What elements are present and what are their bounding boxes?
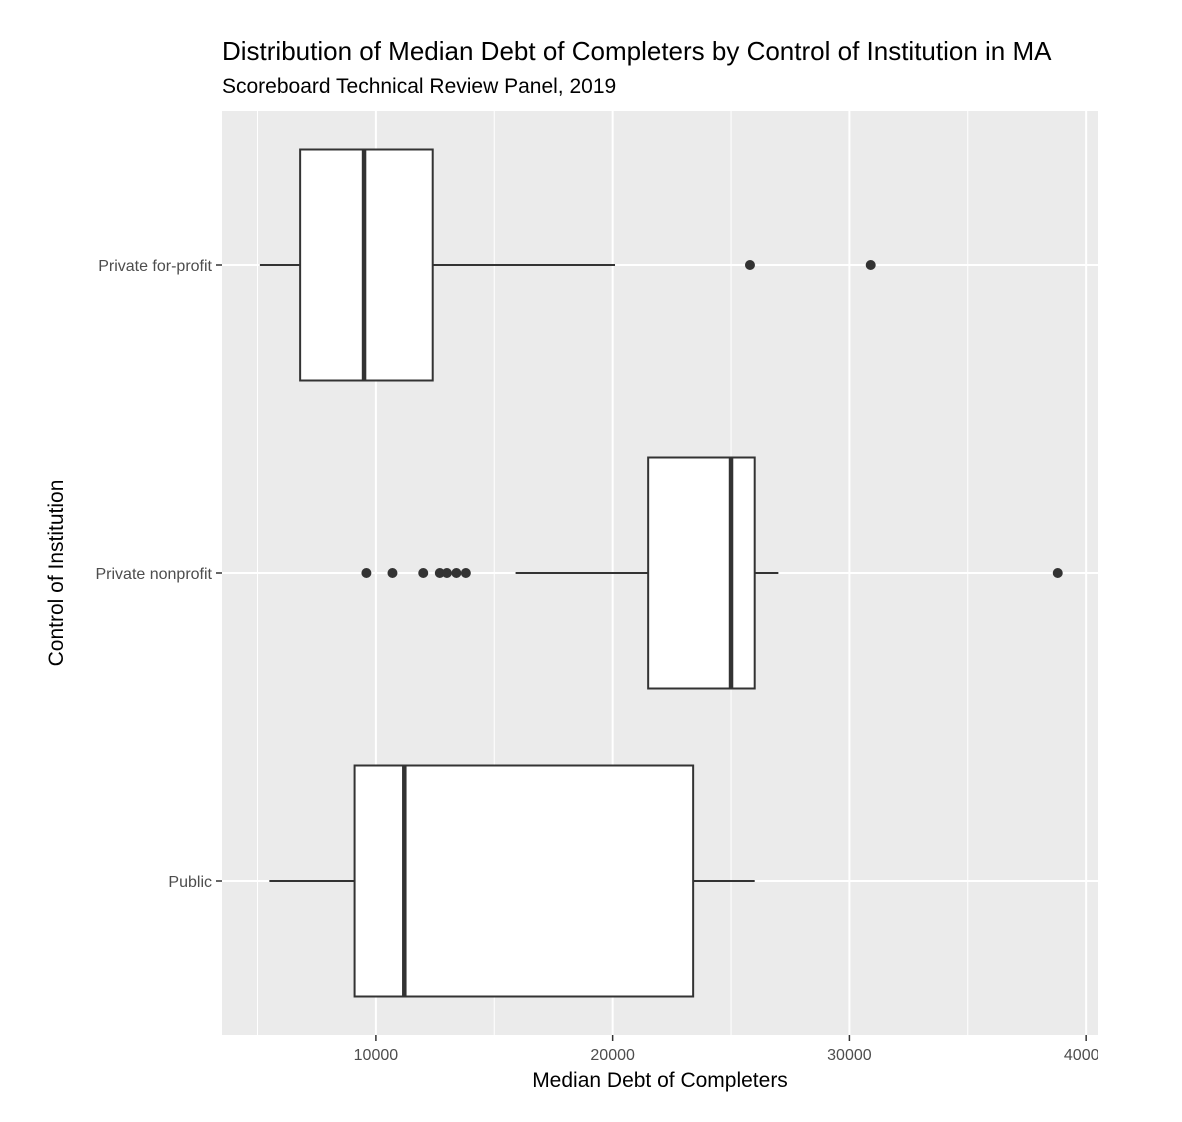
- y-tick-label: Private for-profit: [98, 258, 212, 275]
- iqr-box: [299, 148, 434, 382]
- box-group: [269, 764, 755, 998]
- outlier-point: [361, 568, 372, 578]
- boxplot-marks: [259, 148, 1063, 998]
- chart-subtitle: Scoreboard Technical Review Panel, 2019: [222, 75, 616, 98]
- outlier-point: [434, 568, 445, 578]
- outlier-point: [418, 568, 429, 578]
- box-group: [361, 456, 1063, 690]
- y-tick-label: Private nonprofit: [95, 566, 212, 583]
- x-axis-title: Median Debt of Completers: [532, 1069, 788, 1092]
- y-axis-title: Control of Institution: [45, 480, 68, 667]
- axes: 10000 20000 30000 40000 Private for-profit Pr…: [95, 258, 1108, 1064]
- outlier-point: [460, 568, 471, 578]
- outlier-point: [387, 568, 398, 578]
- x-tick-label: 10000: [354, 1047, 399, 1064]
- outlier-point: [865, 260, 876, 270]
- iqr-box: [353, 764, 695, 998]
- y-tick-label: Public: [168, 874, 212, 891]
- iqr-box: [647, 456, 756, 690]
- chart-title: Distribution of Median Debt of Completer…: [222, 36, 1052, 66]
- x-tick-label: 20000: [590, 1047, 635, 1064]
- outlier-point: [1052, 568, 1063, 578]
- outlier-point: [744, 260, 755, 270]
- right-margin: [1098, 0, 1182, 1122]
- box-group: [259, 148, 876, 382]
- x-tick-label: 40000: [1064, 1047, 1109, 1064]
- outlier-point: [441, 568, 452, 578]
- outlier-point: [451, 568, 462, 578]
- x-tick-label: 30000: [827, 1047, 872, 1064]
